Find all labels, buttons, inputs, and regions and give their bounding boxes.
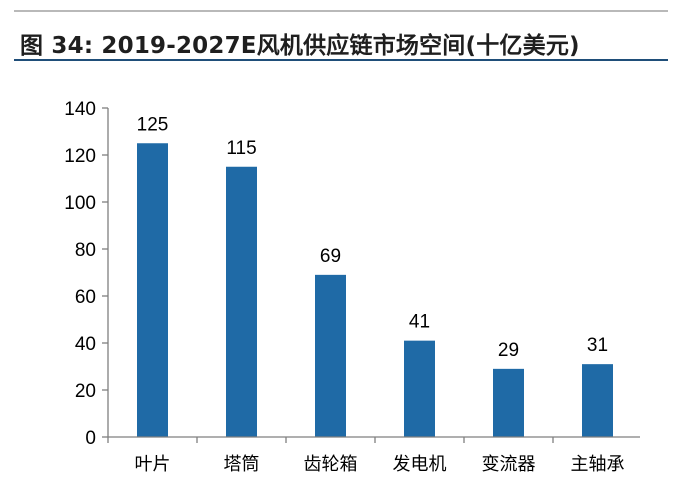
value-labels: 125 115 69 41 29 31 <box>137 114 608 361</box>
y-tick-label: 20 <box>75 381 96 402</box>
title-underline <box>14 59 668 61</box>
y-tick-label: 140 <box>64 99 96 120</box>
data-label-2: 69 <box>320 246 341 267</box>
y-tick-label: 40 <box>75 334 96 355</box>
data-label-1: 115 <box>226 138 256 159</box>
category-label-5: 主轴承 <box>571 454 625 475</box>
data-label-0: 125 <box>137 114 169 135</box>
y-tick-label: 80 <box>75 240 96 261</box>
category-label-4: 变流器 <box>482 454 536 475</box>
bar-3 <box>404 340 435 437</box>
title-top-rule <box>14 10 668 12</box>
data-label-5: 31 <box>587 335 608 356</box>
bar-0 <box>137 143 168 437</box>
bar-2 <box>315 274 346 437</box>
bar-1 <box>226 166 257 437</box>
bar-5 <box>582 364 613 437</box>
category-label-2: 齿轮箱 <box>304 454 358 475</box>
category-label-1: 塔筒 <box>224 454 260 475</box>
y-tick-label: 120 <box>64 146 96 167</box>
y-tick-label: 0 <box>85 428 96 449</box>
y-tick-label: 60 <box>75 287 96 308</box>
chart-title: 图 34: 2019-2027E风机供应链市场空间(十亿美元) <box>20 33 580 59</box>
y-tick-label: 100 <box>64 193 96 214</box>
category-labels: 叶片 塔筒 齿轮箱 发电机 变流器 主轴承 <box>135 454 625 475</box>
data-label-4: 29 <box>498 340 519 361</box>
bar-4 <box>493 368 524 437</box>
bars <box>137 143 613 437</box>
title-bar: 图 34: 2019-2027E风机供应链市场空间(十亿美元) <box>0 0 688 61</box>
category-label-0: 叶片 <box>135 454 171 475</box>
category-label-3: 发电机 <box>393 454 447 475</box>
data-label-3: 41 <box>409 312 430 333</box>
y-axis: 0 20 40 60 80 100 120 140 <box>64 99 109 449</box>
x-axis <box>107 436 640 443</box>
